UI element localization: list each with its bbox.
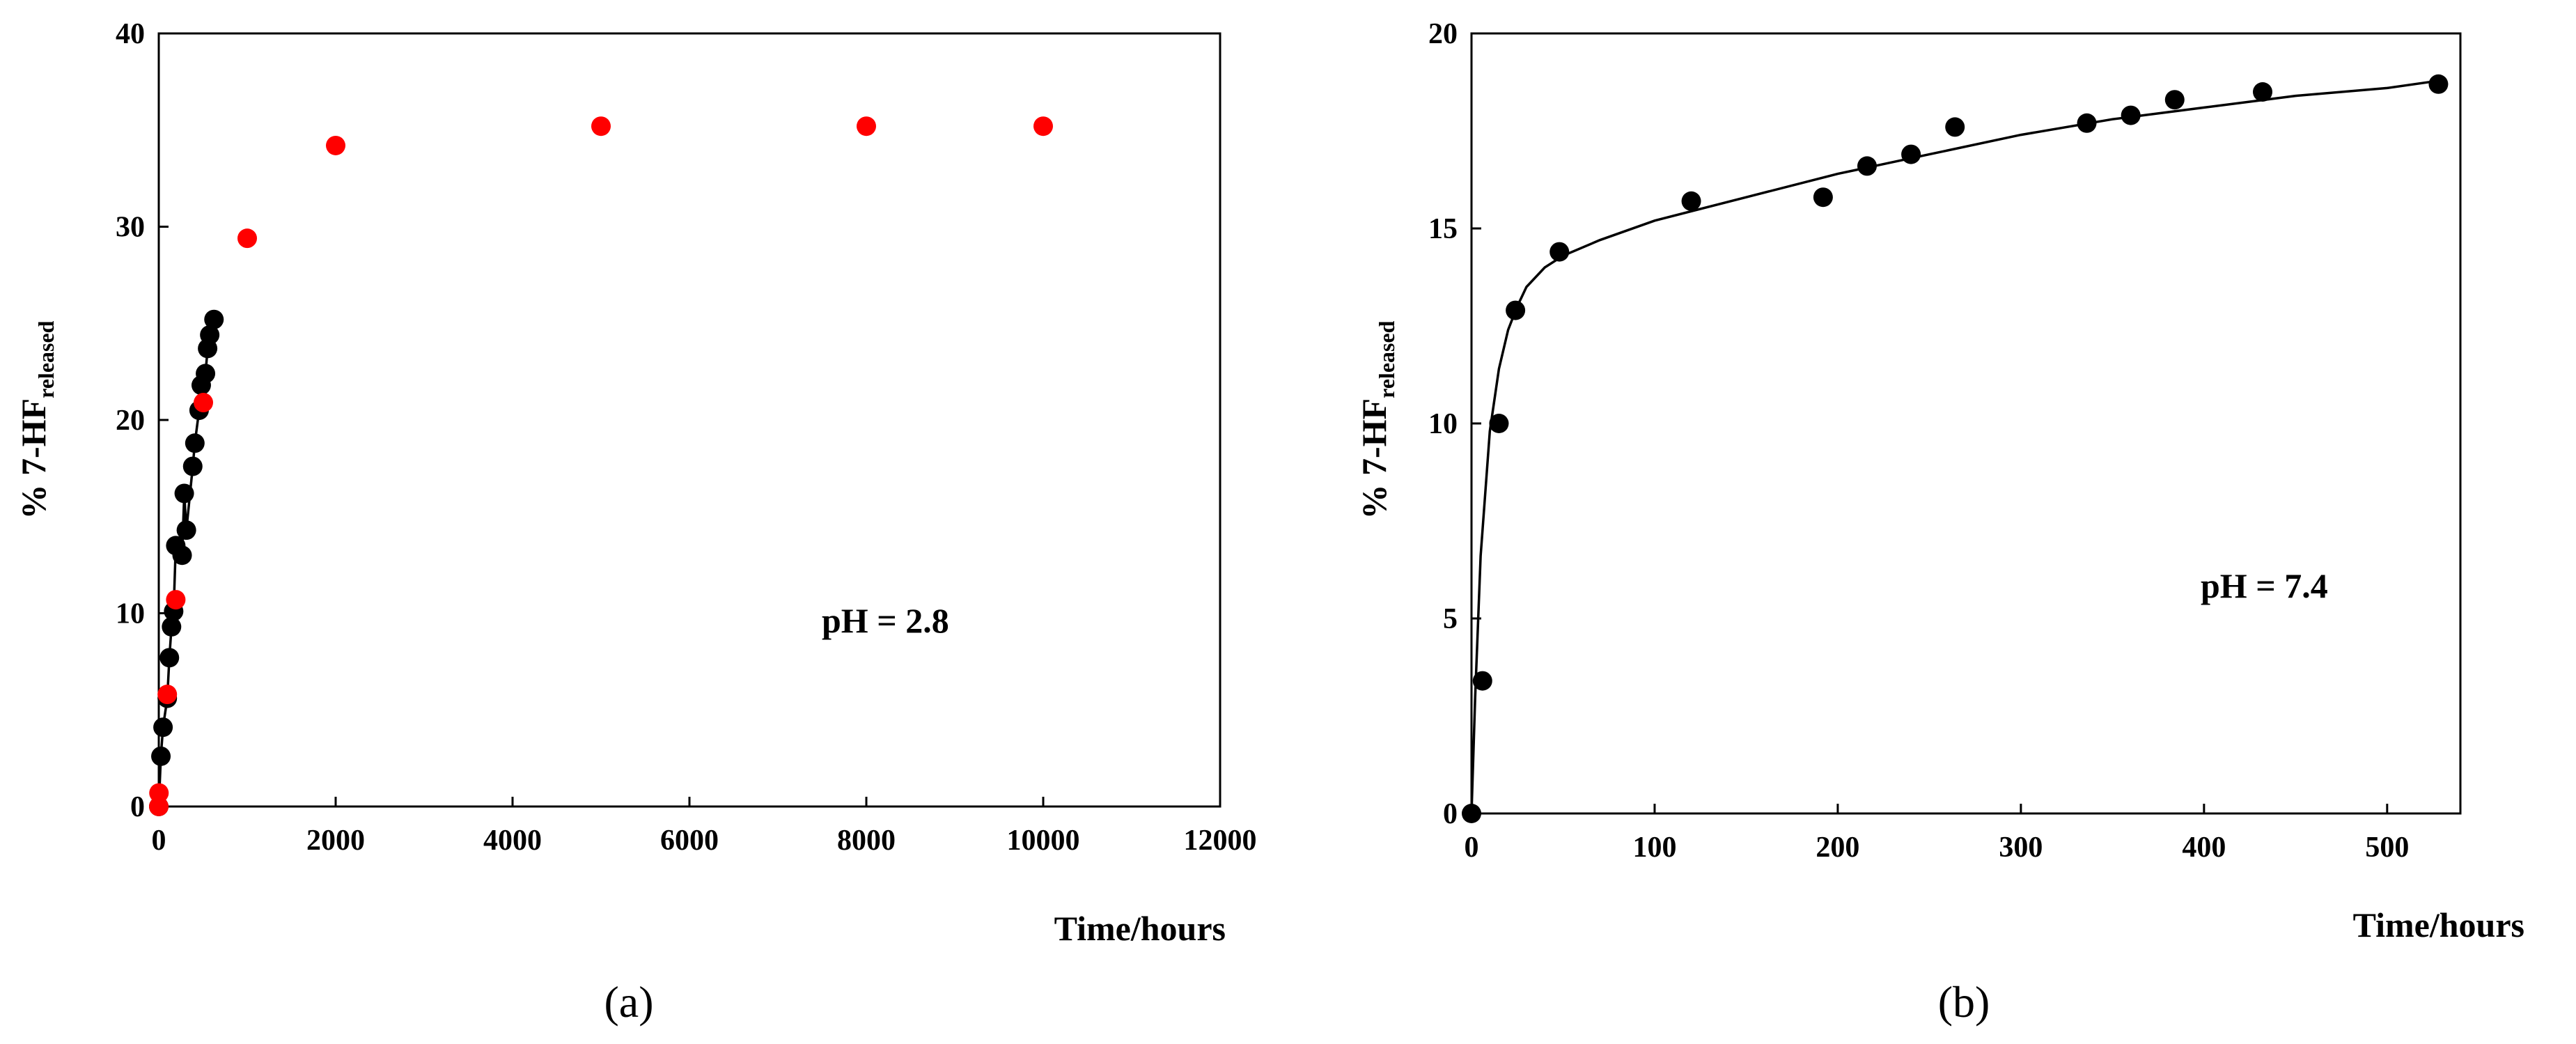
x-tick-label: 100 — [1632, 832, 1676, 864]
x-tick-label: 500 — [2365, 832, 2409, 864]
data-point-black — [185, 433, 205, 453]
x-tick-label: 0 — [152, 825, 166, 857]
data-point-black — [1813, 187, 1833, 208]
y-tick-label: 30 — [116, 212, 145, 244]
data-point-black — [2253, 82, 2272, 102]
data-point-red — [857, 116, 876, 137]
data-points-a — [149, 116, 1053, 816]
y-tick-label: 5 — [1443, 603, 1458, 635]
x-tick-label: 400 — [2182, 832, 2226, 864]
x-tick-label: 12000 — [1184, 825, 1257, 857]
plot-area-a — [157, 32, 1221, 808]
y-tick-label: 0 — [1443, 798, 1458, 830]
x-axis-ticks-a: 0 2000 4000 6000 8000 10000 12000 — [152, 797, 1257, 857]
x-tick-label: 6000 — [660, 825, 719, 857]
plot-area-b — [1470, 32, 2462, 815]
y-axis-label-a: % 7-HFreleased — [14, 320, 58, 519]
x-tick-label: 4000 — [483, 825, 542, 857]
data-point-red — [237, 228, 257, 249]
y-tick-label: 15 — [1428, 213, 1458, 245]
data-point-black — [151, 746, 171, 766]
data-point-black — [1506, 300, 1526, 320]
fit-lines-b — [1470, 79, 2442, 814]
data-point-black — [1462, 804, 1481, 823]
y-axis-label-b: % 7-HFreleased — [1355, 320, 1399, 519]
x-axis-label-b: Time/hours — [2353, 905, 2524, 944]
data-point-red — [591, 116, 611, 137]
data-point-black — [2164, 90, 2185, 110]
data-point-black — [1472, 671, 1492, 691]
data-point-black — [159, 648, 180, 668]
data-point-black — [2428, 74, 2449, 94]
data-point-red — [326, 135, 345, 155]
y-tick-label: 10 — [1428, 408, 1458, 440]
y-tick-label: 0 — [130, 791, 145, 823]
data-point-black — [182, 456, 203, 476]
data-point-black — [2077, 113, 2097, 133]
fit-line — [1470, 79, 2442, 814]
ph-annotation-b: pH = 7.4 — [2201, 566, 2328, 605]
data-point-black — [1681, 191, 1701, 211]
data-point-red — [1033, 116, 1053, 137]
data-point-black — [196, 364, 216, 384]
x-tick-label: 0 — [1465, 832, 1479, 864]
data-point-black — [200, 325, 220, 345]
data-point-black — [204, 309, 224, 329]
panel-label-b: (b) — [1938, 977, 1990, 1027]
x-tick-label: 200 — [1816, 832, 1859, 864]
y-axis-label-main-b: % 7-HF — [1355, 398, 1394, 520]
data-point-black — [1549, 242, 1570, 262]
x-tick-label: 10000 — [1007, 825, 1080, 857]
y-tick-label: 20 — [116, 405, 145, 437]
data-point-black — [174, 483, 194, 504]
data-point-black — [1489, 414, 1509, 433]
y-axis-ticks-a: 0 10 20 30 40 — [116, 18, 169, 823]
data-point-red — [157, 685, 178, 705]
data-points-b — [1462, 74, 2449, 823]
y-axis-label-sub-b: released — [1374, 320, 1399, 398]
data-point-black — [1945, 117, 1965, 137]
data-point-red — [194, 393, 214, 413]
x-tick-label: 2000 — [306, 825, 365, 857]
chart-panel-a: 0 10 20 30 40 0 2000 4000 6000 8000 10000 12000 Ti… — [14, 18, 1257, 1027]
data-point-black — [1857, 156, 1877, 176]
panel-label-a: (a) — [604, 977, 653, 1027]
x-axis-label-a: Time/hours — [1054, 909, 1226, 948]
y-tick-label: 20 — [1428, 18, 1458, 50]
y-axis-label-main-a: % 7-HF — [14, 398, 53, 520]
x-axis-ticks-b: 0 100 200 300 400 500 — [1465, 804, 2409, 864]
x-tick-label: 300 — [1999, 832, 2043, 864]
data-point-black — [153, 717, 173, 738]
data-point-black — [176, 520, 196, 540]
data-point-red — [149, 783, 169, 803]
y-tick-label: 40 — [116, 18, 145, 50]
data-point-black — [172, 545, 192, 566]
chart-panel-b: 0 5 10 15 20 0 100 200 300 400 500 Time/hours % 7… — [1355, 18, 2524, 1027]
x-tick-label: 8000 — [837, 825, 896, 857]
y-axis-ticks-b: 0 5 10 15 20 — [1428, 18, 1481, 830]
data-point-red — [149, 797, 169, 816]
y-axis-label-sub-a: released — [33, 320, 58, 398]
data-point-black — [1901, 144, 1921, 164]
y-tick-label: 10 — [116, 598, 145, 630]
ph-annotation-a: pH = 2.8 — [822, 601, 949, 640]
data-point-black — [162, 616, 182, 637]
data-point-black — [2121, 105, 2141, 125]
data-point-red — [166, 590, 186, 610]
